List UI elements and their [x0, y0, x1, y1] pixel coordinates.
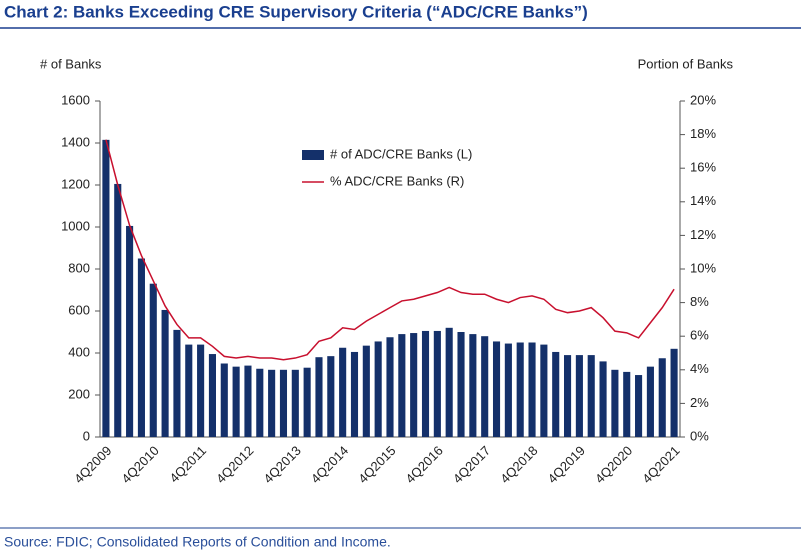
x-tick-label: 4Q2010 — [118, 443, 161, 486]
bar — [208, 354, 216, 437]
x-tick-label: 4Q2015 — [355, 443, 398, 486]
bar — [410, 333, 418, 437]
bar — [481, 336, 489, 437]
y-tick-label: 1200 — [61, 176, 90, 191]
bar — [599, 361, 607, 437]
bar — [126, 225, 134, 437]
y-tick-label: 200 — [68, 386, 90, 401]
bar — [457, 332, 465, 437]
y2-tick-label: 16% — [690, 160, 716, 175]
chart-title: Chart 2: Banks Exceeding CRE Supervisory… — [4, 2, 588, 21]
legend-swatch — [302, 150, 324, 160]
y-tick-label: 1000 — [61, 218, 90, 233]
y-tick-label: 800 — [68, 260, 90, 275]
y2-tick-label: 12% — [690, 227, 716, 242]
bar — [635, 375, 643, 437]
y-tick-label: 400 — [68, 344, 90, 359]
y-tick-label: 600 — [68, 302, 90, 317]
y2-tick-label: 18% — [690, 126, 716, 141]
bar — [516, 342, 524, 437]
bar — [362, 345, 370, 437]
y2-tick-label: 8% — [690, 294, 709, 309]
legend-label: % ADC/CRE Banks (R) — [330, 173, 464, 188]
x-tick-label: 4Q2019 — [545, 443, 588, 486]
bar — [552, 351, 560, 437]
bar — [220, 363, 228, 437]
y-tick-label: 1600 — [61, 92, 90, 107]
bar — [540, 344, 548, 437]
bar — [161, 309, 169, 437]
legend-label: # of ADC/CRE Banks (L) — [330, 146, 472, 161]
bar — [315, 357, 323, 437]
bar — [339, 347, 347, 437]
y2-tick-label: 2% — [690, 395, 709, 410]
bar — [528, 342, 536, 437]
bar — [268, 369, 276, 437]
bar — [670, 348, 678, 437]
y2-tick-label: 4% — [690, 361, 709, 376]
bar — [575, 355, 583, 437]
bar — [433, 330, 441, 437]
line — [105, 139, 675, 361]
bar — [303, 367, 311, 437]
bar — [658, 358, 666, 437]
y2-tick-label: 20% — [690, 92, 716, 107]
bar — [374, 341, 382, 437]
y2-tick-label: 14% — [690, 193, 716, 208]
bar — [587, 355, 595, 437]
bar — [291, 369, 299, 437]
y-axis-label: # of Banks — [40, 56, 102, 71]
bar — [646, 366, 654, 437]
y-tick-label: 0 — [83, 428, 90, 443]
bar — [279, 369, 288, 437]
bar — [244, 365, 252, 437]
y2-tick-label: 10% — [690, 260, 716, 275]
y2-tick-label: 6% — [690, 328, 709, 343]
bar — [137, 258, 145, 437]
bar — [492, 341, 501, 437]
x-tick-label: 4Q2021 — [639, 443, 682, 486]
bar — [564, 355, 572, 437]
bar — [173, 329, 181, 437]
bar — [386, 337, 394, 437]
bar — [504, 343, 512, 437]
bar — [398, 334, 406, 437]
x-tick-label: 4Q2016 — [403, 443, 446, 486]
x-tick-label: 4Q2011 — [167, 443, 210, 486]
bar — [327, 356, 335, 437]
bar — [611, 369, 619, 437]
x-tick-label: 4Q2009 — [71, 443, 114, 486]
bar — [445, 327, 453, 437]
bar — [149, 283, 157, 437]
y2-axis-label: Portion of Banks — [638, 56, 734, 71]
source-note: Source: FDIC; Consolidated Reports of Co… — [4, 534, 391, 550]
x-tick-label: 4Q2017 — [450, 443, 493, 486]
bar — [469, 334, 477, 437]
bar — [421, 330, 430, 437]
bar — [114, 183, 122, 437]
x-tick-label: 4Q2020 — [592, 443, 635, 486]
bar — [102, 139, 110, 437]
bar — [185, 344, 193, 437]
bar — [256, 368, 264, 437]
y2-tick-label: 0% — [690, 428, 709, 443]
bar — [197, 344, 205, 437]
y-tick-label: 1400 — [61, 134, 90, 149]
bar — [232, 366, 240, 437]
x-tick-label: 4Q2013 — [261, 443, 304, 486]
x-tick-label: 4Q2018 — [497, 443, 540, 486]
bar — [623, 371, 631, 437]
bar — [350, 351, 359, 437]
x-tick-label: 4Q2012 — [213, 443, 256, 486]
x-tick-label: 4Q2014 — [308, 443, 351, 486]
